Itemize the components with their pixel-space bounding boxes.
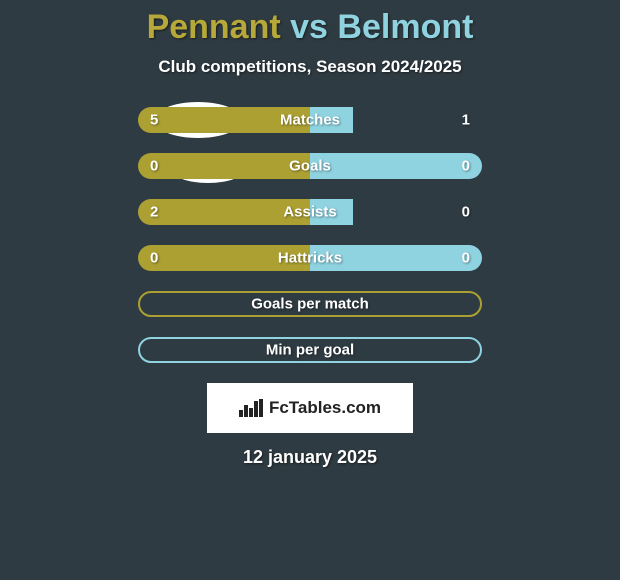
watermark-badge: FcTables.com bbox=[207, 383, 413, 433]
stat-value-left: 2 bbox=[150, 204, 158, 221]
stat-label: Goals per match bbox=[251, 296, 369, 313]
title-vs: vs bbox=[290, 8, 328, 46]
stat-value-left: 5 bbox=[150, 112, 158, 129]
subtitle: Club competitions, Season 2024/2025 bbox=[0, 57, 620, 77]
comparison-card: Pennant vs Belmont Club competitions, Se… bbox=[0, 0, 620, 580]
stat-row: 2 0 Assists bbox=[138, 199, 482, 225]
title-left: Pennant bbox=[147, 8, 281, 46]
stat-value-left: 0 bbox=[150, 250, 158, 267]
stat-label: Min per goal bbox=[266, 342, 354, 359]
page-title: Pennant vs Belmont bbox=[0, 8, 620, 47]
stat-value-left: 0 bbox=[150, 158, 158, 175]
date-text: 12 january 2025 bbox=[0, 447, 620, 468]
stat-value-right: 0 bbox=[462, 250, 470, 267]
stat-value-right: 1 bbox=[462, 112, 470, 129]
stat-label: Goals bbox=[289, 158, 331, 175]
stat-label: Matches bbox=[280, 112, 340, 129]
stat-row: Goals per match bbox=[138, 291, 482, 317]
stat-row: 0 0 Hattricks bbox=[138, 245, 482, 271]
watermark-text: FcTables.com bbox=[269, 398, 381, 418]
stat-label: Hattricks bbox=[278, 250, 342, 267]
stat-row: 5 1 Matches bbox=[138, 107, 482, 133]
stats-area: 5 1 Matches 0 0 Goals 2 0 Assists 0 0 Hattricks Goal… bbox=[0, 107, 620, 363]
bars-icon bbox=[239, 399, 263, 417]
stat-row: Min per goal bbox=[138, 337, 482, 363]
stat-row: 0 0 Goals bbox=[138, 153, 482, 179]
title-right: Belmont bbox=[337, 8, 473, 46]
stat-label: Assists bbox=[283, 204, 336, 221]
stat-value-right: 0 bbox=[462, 158, 470, 175]
stat-value-right: 0 bbox=[462, 204, 470, 221]
